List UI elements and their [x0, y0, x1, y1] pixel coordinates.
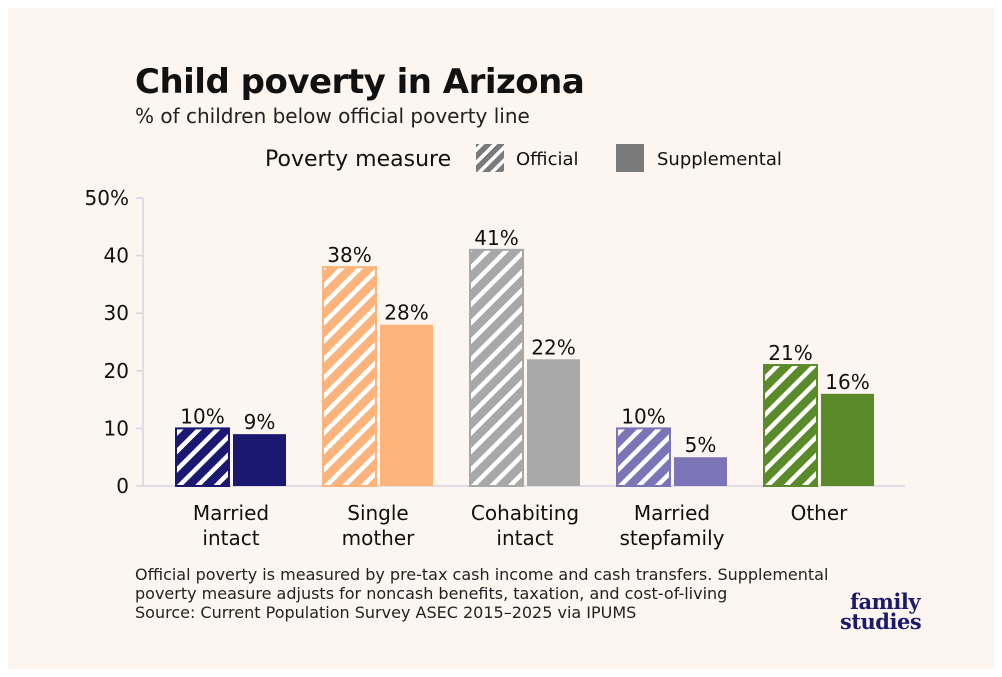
bars: 10% 9% 38% 28% 41% 22% 10% 5% 21% 16%: [175, 226, 874, 488]
legend: Poverty measure Official Supplemental: [265, 144, 782, 172]
logo-line-2: studies: [840, 609, 922, 634]
data-label: 28%: [384, 301, 428, 325]
logo-line-1: family: [850, 589, 921, 614]
bar-official: [763, 364, 818, 488]
data-label: 5%: [685, 433, 717, 457]
data-label: 41%: [474, 226, 518, 250]
bar-official: [469, 248, 524, 487]
x-category-label: Married: [634, 501, 710, 525]
family-studies-logo: family studies: [840, 589, 922, 634]
x-category-label: Other: [791, 501, 849, 525]
bar-supplemental: [527, 359, 580, 486]
data-label: 38%: [327, 243, 371, 267]
chart-title: Child poverty in Arizona: [135, 62, 585, 102]
x-category-label: intact: [202, 526, 259, 550]
data-label: 16%: [825, 370, 869, 394]
footnote-line-2: poverty measure adjusts for noncash bene…: [135, 584, 728, 603]
y-tick-label: 30: [104, 301, 129, 325]
y-tick-label: 50%: [85, 186, 129, 210]
source-note: Source: Current Population Survey ASEC 2…: [135, 603, 637, 622]
y-tick-label: 20: [104, 359, 129, 383]
x-category-label: stepfamily: [620, 526, 725, 550]
bar-official: [175, 427, 230, 487]
y-tick-label: 0: [116, 474, 129, 498]
footnote-line-1: Official poverty is measured by pre-tax …: [135, 565, 829, 584]
bar-supplemental: [380, 324, 433, 486]
bar-supplemental: [233, 434, 286, 486]
x-category-label: Married: [193, 501, 269, 525]
legend-label-supplemental: Supplemental: [657, 149, 782, 170]
legend-title: Poverty measure: [265, 147, 451, 172]
legend-swatch-official: [476, 144, 504, 172]
chart-subtitle: % of children below official poverty lin…: [135, 104, 530, 128]
bar-supplemental: [821, 393, 874, 486]
bar-official: [322, 266, 377, 487]
legend-label-official: Official: [516, 149, 579, 170]
data-label: 10%: [621, 404, 665, 428]
x-category-label: Single: [347, 501, 408, 525]
data-label: 10%: [180, 404, 224, 428]
bar-supplemental: [674, 457, 727, 486]
legend-swatch-supplemental: [616, 144, 644, 172]
x-category-label: intact: [496, 526, 553, 550]
y-tick-label: 10: [104, 416, 129, 440]
data-label: 9%: [244, 410, 276, 434]
x-category-label: mother: [342, 526, 416, 550]
bar-official: [616, 427, 671, 487]
y-tick-label: 40: [104, 244, 129, 268]
data-label: 21%: [768, 341, 812, 365]
x-category-label: Cohabiting: [471, 501, 579, 525]
data-label: 22%: [531, 335, 575, 359]
